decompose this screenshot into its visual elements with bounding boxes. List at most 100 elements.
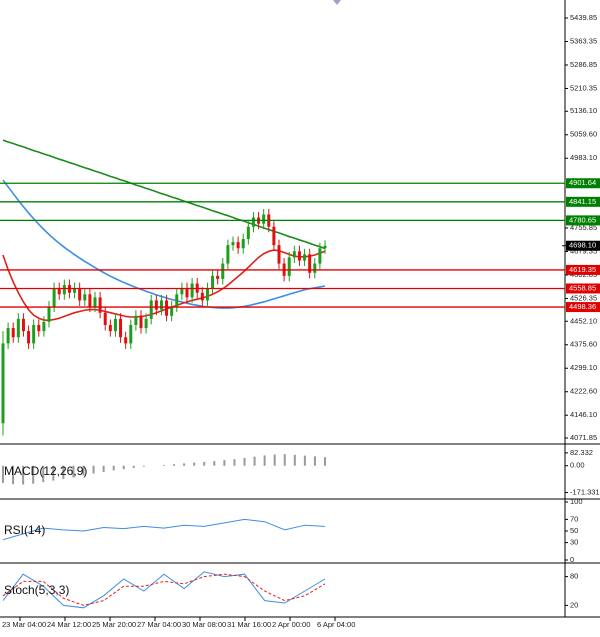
histogram-bar	[2, 465, 4, 483]
candle-body	[200, 292, 204, 301]
y-tick-label: 4375.60	[570, 340, 597, 349]
y-tick-label: 82.332	[570, 448, 593, 457]
candle-body	[113, 318, 117, 332]
y-tick-label: 4526.35	[570, 293, 597, 302]
y-tick-label: 4983.10	[570, 153, 597, 162]
candle-body	[165, 300, 169, 316]
histogram-bar	[72, 465, 75, 478]
candle-body	[313, 263, 317, 273]
candle-body	[21, 318, 25, 332]
candle-body	[216, 275, 220, 279]
x-tick-label: 2 Apr 00:00	[272, 620, 310, 629]
histogram-bar	[32, 465, 35, 484]
candle-body	[103, 312, 107, 325]
y-tick-label: 4071.85	[570, 433, 597, 442]
candle-body	[93, 297, 97, 307]
scroll-marker	[333, 0, 341, 5]
panel-title: RSI(14)	[4, 523, 45, 537]
moving-average	[2, 249, 326, 322]
candle-body	[42, 321, 46, 332]
moving-average	[2, 139, 326, 250]
histogram-bar	[213, 461, 216, 466]
candle-body	[241, 239, 245, 249]
candle-body	[154, 300, 158, 310]
x-tick-label: 23 Mar 04:00	[2, 620, 46, 629]
histogram-bar	[102, 465, 105, 472]
histogram-bar	[313, 456, 316, 466]
candle-body	[175, 294, 179, 307]
histogram-bar	[193, 462, 196, 466]
y-tick-label: 4299.10	[570, 363, 597, 372]
histogram-bar	[283, 454, 286, 466]
y-tick-label: 5136.10	[570, 106, 597, 115]
candle-body	[297, 251, 301, 261]
level-label: 4498.36	[569, 302, 596, 311]
y-tick-label: 20	[570, 600, 578, 609]
level-label: 4841.15	[569, 197, 596, 206]
level-label: 4558.85	[569, 283, 596, 292]
y-tick-label: 30	[570, 538, 578, 547]
candle-body	[16, 318, 20, 338]
level-label-box	[566, 215, 600, 226]
histogram-bar	[92, 465, 95, 474]
y-tick-label: 4146.10	[570, 410, 597, 419]
histogram-bar	[12, 465, 15, 485]
y-tick-label: 100	[570, 497, 583, 506]
candle-body	[37, 324, 41, 332]
histogram-bar	[273, 454, 276, 466]
y-tick-label: 4452.10	[570, 316, 597, 325]
last-price-box	[566, 240, 600, 251]
histogram-bar	[112, 465, 115, 471]
candle-body	[149, 300, 153, 319]
candle-body	[57, 288, 61, 295]
histogram-bar	[324, 457, 326, 466]
candle-body	[88, 294, 92, 307]
moving-average	[2, 179, 326, 309]
histogram-bar	[122, 465, 125, 470]
histogram-bar	[42, 465, 45, 483]
candle-body	[221, 263, 225, 279]
histogram-bar	[183, 463, 186, 466]
histogram-bar	[233, 459, 236, 466]
candle-body	[1, 343, 5, 424]
candle-body	[11, 328, 15, 338]
y-tick-label: 5363.35	[570, 36, 597, 45]
indicator-line	[2, 573, 326, 606]
y-tick-label: 5286.85	[570, 60, 597, 69]
histogram-bar	[303, 455, 306, 466]
candle-body	[303, 254, 307, 261]
candle-body	[129, 324, 133, 344]
candle-body	[134, 315, 138, 325]
candle-body	[62, 285, 66, 295]
y-tick-label: 4679.35	[570, 246, 597, 255]
candle-body	[144, 318, 148, 329]
x-tick-label: 30 Mar 08:00	[182, 620, 226, 629]
candle-body	[308, 254, 312, 273]
candle-body	[236, 242, 240, 249]
histogram-bar	[263, 455, 266, 466]
y-tick-label: 80	[570, 572, 578, 581]
y-tick-label: 5059.60	[570, 130, 597, 139]
histogram-bar	[82, 465, 85, 476]
candle-body	[170, 306, 174, 316]
panel-title: MACD(12,26,9)	[4, 464, 87, 478]
level-label: 4780.65	[569, 215, 596, 224]
y-tick-label: 5439.85	[570, 13, 597, 22]
histogram-bar	[163, 464, 165, 466]
y-tick-label: 5210.35	[570, 83, 597, 92]
candle-body	[190, 283, 194, 298]
y-tick-label: 0	[570, 555, 574, 564]
x-tick-label: 31 Mar 16:00	[227, 620, 271, 629]
x-tick-label: 6 Apr 04:00	[317, 620, 355, 629]
y-tick-label: 4755.85	[570, 223, 597, 232]
candle-body	[32, 324, 36, 344]
y-tick-label: 4222.60	[570, 387, 597, 396]
histogram-bar	[22, 465, 25, 485]
candle-body	[124, 337, 128, 344]
y-tick-label: -171.331	[570, 488, 600, 497]
candle-body	[323, 245, 327, 249]
histogram-bar	[293, 454, 296, 466]
